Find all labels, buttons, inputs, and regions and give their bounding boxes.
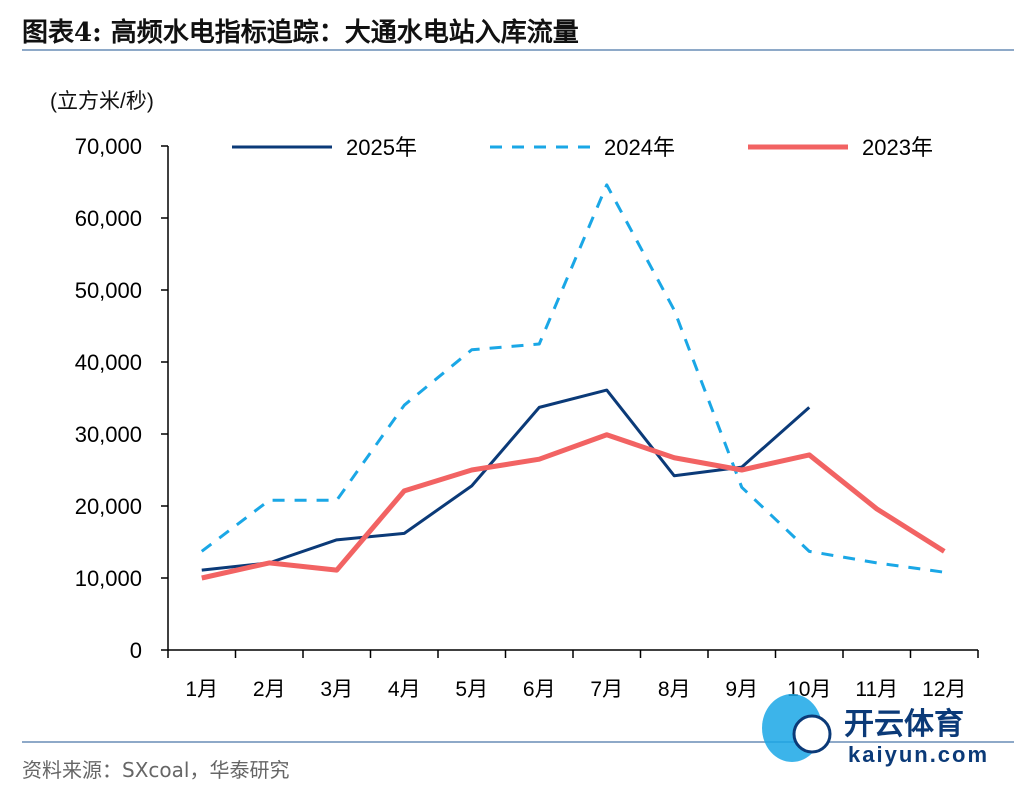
legend-label: 2024年	[604, 135, 675, 160]
series-line-2024年	[200, 183, 945, 574]
x-tick-label: 7月	[590, 678, 623, 701]
legend-label: 2025年	[346, 135, 417, 160]
source-note: 资料来源：SXcoal，华泰研究	[22, 758, 290, 782]
y-tick-label: 30,000	[75, 422, 142, 447]
y-tick-label: 20,000	[75, 494, 142, 519]
x-tick-label: 6月	[523, 678, 556, 701]
y-tick-label: 10,000	[75, 566, 142, 591]
series-line-2023年	[201, 432, 946, 581]
x-tick-label: 3月	[320, 678, 353, 701]
x-tick-label: 5月	[455, 678, 488, 701]
y-tick-label: 0	[130, 638, 142, 663]
x-tick-label: 11月	[855, 678, 898, 701]
legend-label: 2023年	[862, 135, 933, 160]
watermark-brand: 开云体育	[844, 707, 964, 741]
x-tick-label: 4月	[388, 678, 421, 701]
y-tick-label: 60,000	[75, 206, 142, 231]
y-tick-label: 50,000	[75, 278, 142, 303]
x-tick-label: 8月	[658, 678, 691, 701]
y-tick-label: 70,000	[75, 134, 142, 159]
x-tick-label: 2月	[253, 678, 286, 701]
series-line-2025年	[201, 388, 811, 572]
watermark-url: kaiyun.com	[848, 742, 989, 767]
x-tick-label: 9月	[725, 678, 758, 701]
y-tick-label: 40,000	[75, 350, 142, 375]
x-tick-label: 1月	[185, 678, 218, 701]
watermark-logo: 开云体育 kaiyun.com	[752, 690, 1022, 770]
y-axis-unit: (立方米/秒)	[50, 90, 154, 113]
x-tick-label: 12月	[922, 678, 966, 701]
figure-title: 图表4: 高频水电指标追踪：大通水电站入库流量	[22, 18, 579, 48]
